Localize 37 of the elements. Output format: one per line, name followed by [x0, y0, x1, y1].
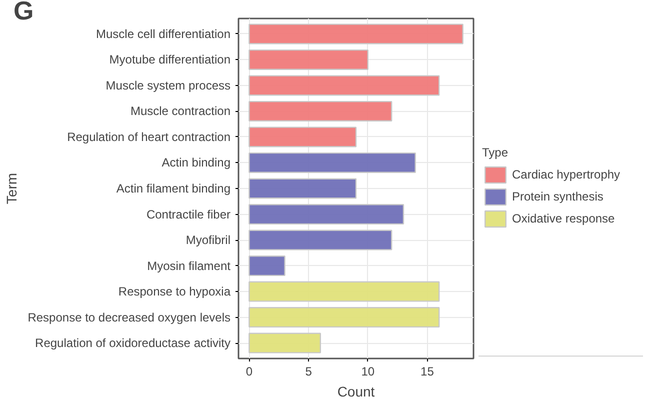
y-tick-label: Myosin filament — [147, 258, 232, 273]
y-tick-label: Myotube differentiation — [109, 52, 231, 67]
y-tick-label: Actin binding — [162, 156, 231, 170]
bar — [248, 281, 440, 302]
x-tick-label: 0 — [246, 364, 253, 378]
y-tick-label: Muscle system process — [106, 78, 231, 92]
legend-label: Protein synthesis — [512, 190, 604, 204]
bar — [248, 126, 357, 148]
y-tick-label: Muscle contraction — [130, 104, 231, 118]
legend-label: Cardiac hypertrophy — [512, 168, 620, 182]
bar — [248, 307, 440, 328]
text: G — [14, 0, 34, 26]
bar — [248, 230, 392, 250]
bar — [248, 152, 416, 173]
bar — [248, 332, 321, 354]
y-tick-label: Response to decreased oxygen levels — [28, 310, 231, 324]
legend-title: Type — [482, 146, 510, 160]
x-tick-label: 5 — [305, 364, 312, 378]
bar — [248, 178, 357, 199]
bar — [248, 49, 368, 70]
y-tick-label: Contractile fiber — [146, 207, 231, 222]
y-tick-label: Muscle cell differentiation — [96, 26, 230, 41]
bar — [248, 75, 440, 96]
bar — [248, 256, 286, 276]
bar — [248, 100, 392, 122]
y-tick-label: Regulation of heart contraction — [67, 130, 230, 144]
bar — [248, 204, 404, 225]
x-tick-label: 10 — [361, 364, 375, 378]
x-axis-title: Count — [337, 384, 375, 400]
bar — [248, 24, 464, 44]
y-tick-label: Response to hypoxia — [118, 284, 231, 299]
y-tick-label: Actin filament binding — [116, 182, 231, 196]
x-tick-label: 15 — [420, 364, 434, 378]
y-axis-title: Term — [4, 172, 20, 204]
y-tick-label: Myofibril — [186, 233, 230, 248]
legend-label: Oxidative response — [512, 212, 615, 226]
y-tick-label: Regulation of oxidoreductase activity — [35, 336, 231, 350]
